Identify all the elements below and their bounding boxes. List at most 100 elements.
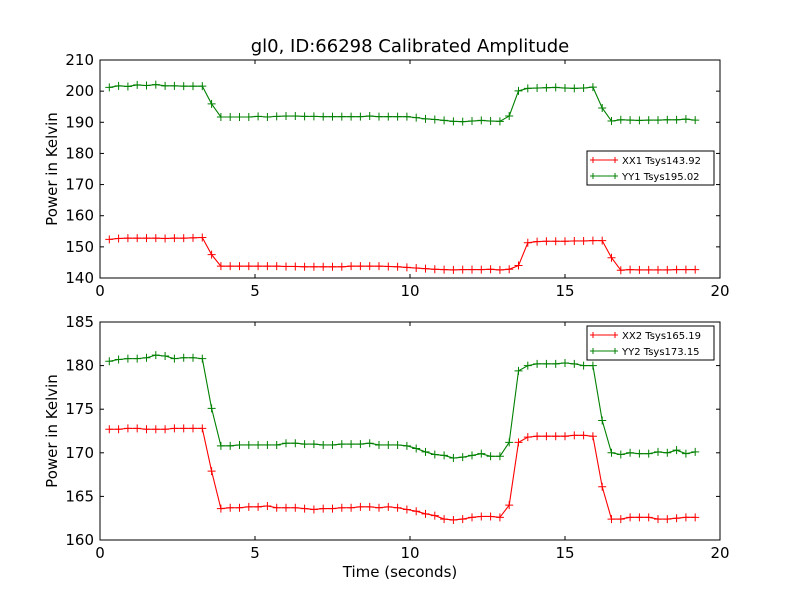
data-point-marker	[644, 265, 653, 274]
data-point-marker	[272, 440, 281, 449]
data-point-marker	[226, 112, 235, 121]
data-point-marker	[468, 117, 476, 126]
data-point-marker	[123, 82, 132, 91]
x-tick-label: 15	[555, 544, 574, 562]
data-point-marker	[365, 262, 374, 271]
data-point-marker	[458, 117, 467, 126]
x-tick-label: 0	[95, 282, 105, 300]
data-point-marker	[635, 449, 644, 458]
data-point-marker	[151, 80, 160, 89]
data-point-marker	[356, 112, 365, 121]
data-point-marker	[458, 265, 467, 274]
y-tick-label: 170	[65, 444, 94, 462]
data-point-marker	[654, 515, 662, 524]
data-point-marker	[486, 452, 495, 461]
bottom-plot: 0 5 10 15 20 160 165 170 175 180 185 Power in Kelvi…	[43, 313, 730, 581]
data-point-marker	[505, 265, 514, 274]
data-point-marker	[235, 440, 244, 449]
data-point-marker	[244, 502, 253, 511]
data-point-marker	[263, 501, 272, 510]
data-point-marker	[449, 454, 458, 463]
data-point-marker	[198, 424, 207, 433]
legend-marker	[590, 348, 618, 354]
data-point-marker	[272, 112, 281, 121]
data-point-marker	[123, 424, 132, 433]
data-point-marker	[244, 262, 253, 271]
data-point-marker	[458, 515, 467, 524]
chart-title: gl0, ID:66298 Calibrated Amplitude	[251, 36, 570, 57]
data-point-marker	[337, 440, 346, 449]
data-point-marker	[254, 502, 263, 511]
data-point-marker	[282, 503, 290, 512]
data-point-marker	[468, 513, 476, 522]
data-point-marker	[486, 117, 495, 126]
x-tick-label: 10	[400, 282, 419, 300]
data-point-marker	[170, 234, 179, 243]
data-point-marker	[523, 361, 532, 370]
data-point-marker	[412, 113, 421, 122]
data-point-marker	[430, 450, 439, 459]
y-tick-label: 160	[65, 207, 94, 225]
data-point-marker	[402, 441, 411, 450]
data-point-marker	[579, 236, 588, 245]
data-point-marker	[254, 440, 263, 449]
data-point-marker	[570, 236, 579, 245]
x-tick-label: 5	[250, 282, 260, 300]
data-point-marker	[244, 440, 253, 449]
data-point-marker	[598, 482, 607, 491]
data-point-marker	[421, 447, 430, 456]
data-point-marker	[579, 84, 588, 93]
y-tick-label: 165	[65, 487, 94, 505]
data-point-marker	[300, 112, 309, 121]
data-point-marker	[681, 513, 690, 522]
x-tick-label: 10	[400, 544, 419, 562]
data-point-marker	[356, 440, 365, 449]
data-point-marker	[300, 262, 309, 271]
data-point-marker	[179, 424, 188, 433]
data-point-marker	[402, 263, 411, 272]
data-point-marker	[588, 236, 597, 245]
data-point-marker	[626, 116, 635, 125]
data-point-marker	[505, 438, 514, 447]
data-point-marker	[365, 112, 374, 121]
data-point-marker	[179, 353, 188, 362]
data-point-marker	[272, 262, 281, 271]
y-tick-label: 210	[65, 51, 94, 69]
x-tick-label: 0	[95, 544, 105, 562]
data-point-marker	[151, 351, 160, 360]
data-point-marker	[421, 264, 430, 273]
data-point-marker	[570, 84, 579, 93]
data-point-marker	[328, 112, 337, 121]
x-tick-label: 20	[710, 544, 729, 562]
data-point-marker	[328, 504, 337, 513]
data-point-marker	[533, 432, 542, 441]
data-point-marker	[588, 83, 597, 92]
y-axis-label: Power in Kelvin	[43, 112, 61, 226]
data-point-marker	[114, 425, 123, 434]
data-point-marker	[654, 265, 662, 274]
data-point-marker	[319, 440, 328, 449]
data-point-marker	[654, 116, 662, 125]
data-point-marker	[616, 266, 625, 275]
y-tick-label: 185	[65, 313, 94, 331]
data-point-marker	[551, 432, 560, 441]
data-point-marker	[533, 84, 542, 93]
data-point-marker	[440, 451, 449, 460]
data-point-marker	[495, 513, 504, 522]
data-point-marker	[198, 82, 207, 91]
data-point-marker	[356, 262, 365, 271]
y-tick-label: 180	[65, 144, 94, 162]
data-point-marker	[189, 424, 197, 433]
data-point-marker	[663, 265, 672, 274]
data-point-marker	[486, 512, 495, 521]
legend-label: YY2 Tsys173.15	[621, 347, 700, 358]
legend-marker	[590, 173, 618, 179]
series-line	[109, 236, 696, 271]
data-point-marker	[235, 503, 244, 512]
data-point-marker	[514, 86, 523, 95]
data-point-marker	[226, 441, 235, 450]
data-point-marker	[412, 444, 421, 453]
data-point-marker	[551, 83, 560, 92]
data-point-marker	[384, 502, 393, 511]
y-tick-label: 180	[65, 357, 94, 375]
